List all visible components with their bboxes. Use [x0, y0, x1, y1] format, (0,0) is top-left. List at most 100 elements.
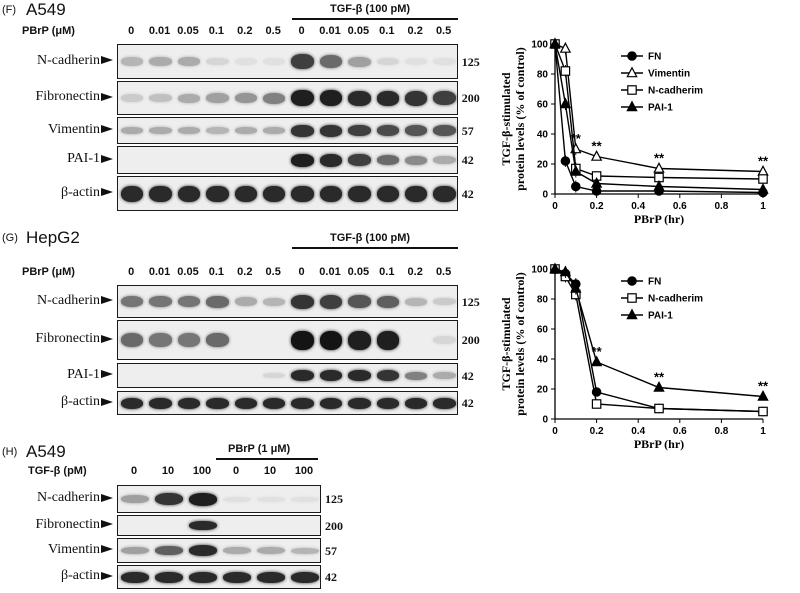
band — [234, 127, 257, 134]
lane-label: 0 — [128, 266, 135, 278]
band — [319, 370, 343, 381]
blot-strip-fibronectin — [117, 320, 458, 360]
lane-label: 0 — [130, 465, 138, 477]
y-axis-label: TGF-β-stimulatedprotein levels (% of con… — [499, 272, 527, 416]
protein-name: β-actin — [61, 568, 100, 583]
blot-strip-n-cadherin — [117, 285, 458, 318]
band — [177, 127, 201, 134]
protein-name: Fibronectin — [35, 516, 100, 532]
lane-label: 0.01 — [319, 266, 341, 278]
lane-label: 0.2 — [407, 25, 423, 37]
arrow-right-icon — [101, 188, 113, 197]
marker-triangle — [570, 282, 582, 293]
lane-label: 10 — [161, 465, 175, 477]
significance-mark: ** — [758, 379, 769, 394]
band — [263, 127, 286, 134]
band — [234, 93, 257, 103]
lane-label: 100 — [192, 465, 212, 477]
protein-name: Vimentin — [47, 541, 100, 557]
protein-name: PAI-1 — [67, 151, 100, 166]
band — [291, 295, 314, 309]
band — [376, 296, 399, 308]
band — [405, 372, 428, 380]
band — [223, 572, 251, 583]
band — [319, 186, 343, 202]
marker-circle — [627, 51, 637, 61]
significance-mark: ** — [571, 131, 582, 146]
band — [234, 297, 257, 306]
band — [405, 156, 428, 165]
band — [155, 572, 183, 583]
band — [319, 90, 343, 106]
band — [433, 298, 456, 305]
panel-h-dose-label: TGF-β (pM) — [28, 465, 87, 477]
band — [319, 295, 343, 309]
band — [121, 547, 149, 554]
kda-marker: 57 — [461, 123, 474, 138]
band — [206, 398, 229, 409]
blot-label-n-cadherin: N-cadherin — [37, 53, 113, 69]
band — [348, 370, 371, 381]
kda-marker: 42 — [461, 396, 474, 410]
marker-square — [758, 174, 768, 184]
band — [121, 57, 144, 66]
y-tick-label: 60 — [537, 100, 549, 111]
marker-square — [627, 85, 637, 95]
marker-triangle — [653, 162, 665, 173]
band — [319, 154, 343, 167]
protein-name: Fibronectin — [35, 89, 100, 104]
lane-label: 0.1 — [379, 266, 395, 278]
lane-label: 0 — [298, 25, 305, 37]
chart-f-line: 0 20 40 60 80 100 0 0.2 0.4 0.6 0.8 1 PBrP (hr) TGF-β… — [499, 37, 769, 226]
lane-label: 0 — [128, 25, 135, 37]
band — [405, 398, 428, 409]
band — [223, 497, 251, 502]
marker-square — [627, 293, 637, 303]
marker-triangle — [559, 42, 572, 53]
blot-label-actin: β-actin — [61, 568, 113, 584]
band — [206, 186, 229, 202]
marker-circle — [571, 181, 581, 192]
kda-marker: 200 — [325, 518, 343, 533]
lane-label: 0.5 — [435, 266, 452, 278]
band — [433, 336, 456, 344]
band — [177, 333, 201, 347]
band — [223, 547, 251, 554]
x-tick-label: 1 — [760, 201, 766, 212]
marker-triangle — [626, 308, 638, 320]
kda-marker: 42 — [461, 368, 474, 383]
band — [149, 398, 172, 409]
lane-label: 0.1 — [208, 266, 225, 278]
band — [433, 186, 456, 202]
kda-marker: 125 — [325, 492, 343, 506]
panel-h-treatment: PBrP (1 μM) — [228, 443, 291, 455]
blot-strip-n-cadherin — [117, 485, 321, 513]
band — [155, 493, 183, 505]
band — [433, 58, 456, 65]
arrow-right-icon — [101, 397, 113, 406]
band — [405, 186, 428, 202]
marker-square — [654, 403, 664, 414]
y-tick-label: 80 — [537, 295, 549, 306]
legend-label: PAI-1 — [648, 103, 673, 114]
blot-strip-pai-1 — [117, 363, 458, 388]
marker-triangle — [549, 262, 561, 274]
band — [263, 373, 286, 378]
arrow-right-icon — [101, 545, 113, 554]
band — [257, 547, 285, 554]
kda-marker: 42 — [461, 153, 474, 167]
blot-label-n-cadherin: N-cadherin — [37, 490, 113, 506]
band — [121, 398, 144, 409]
band — [405, 125, 428, 136]
arrow-right-icon — [101, 370, 113, 379]
arrow-right-icon — [101, 154, 113, 163]
y-tick-label: 20 — [537, 160, 549, 171]
band — [121, 296, 144, 307]
band — [291, 154, 314, 167]
marker-triangle — [653, 180, 665, 191]
series-line — [554, 43, 764, 194]
kda-marker: 200 — [461, 333, 480, 347]
lane-label: 0.5 — [265, 266, 281, 278]
panel-f-tag: (F) — [2, 4, 17, 16]
band — [348, 57, 371, 67]
